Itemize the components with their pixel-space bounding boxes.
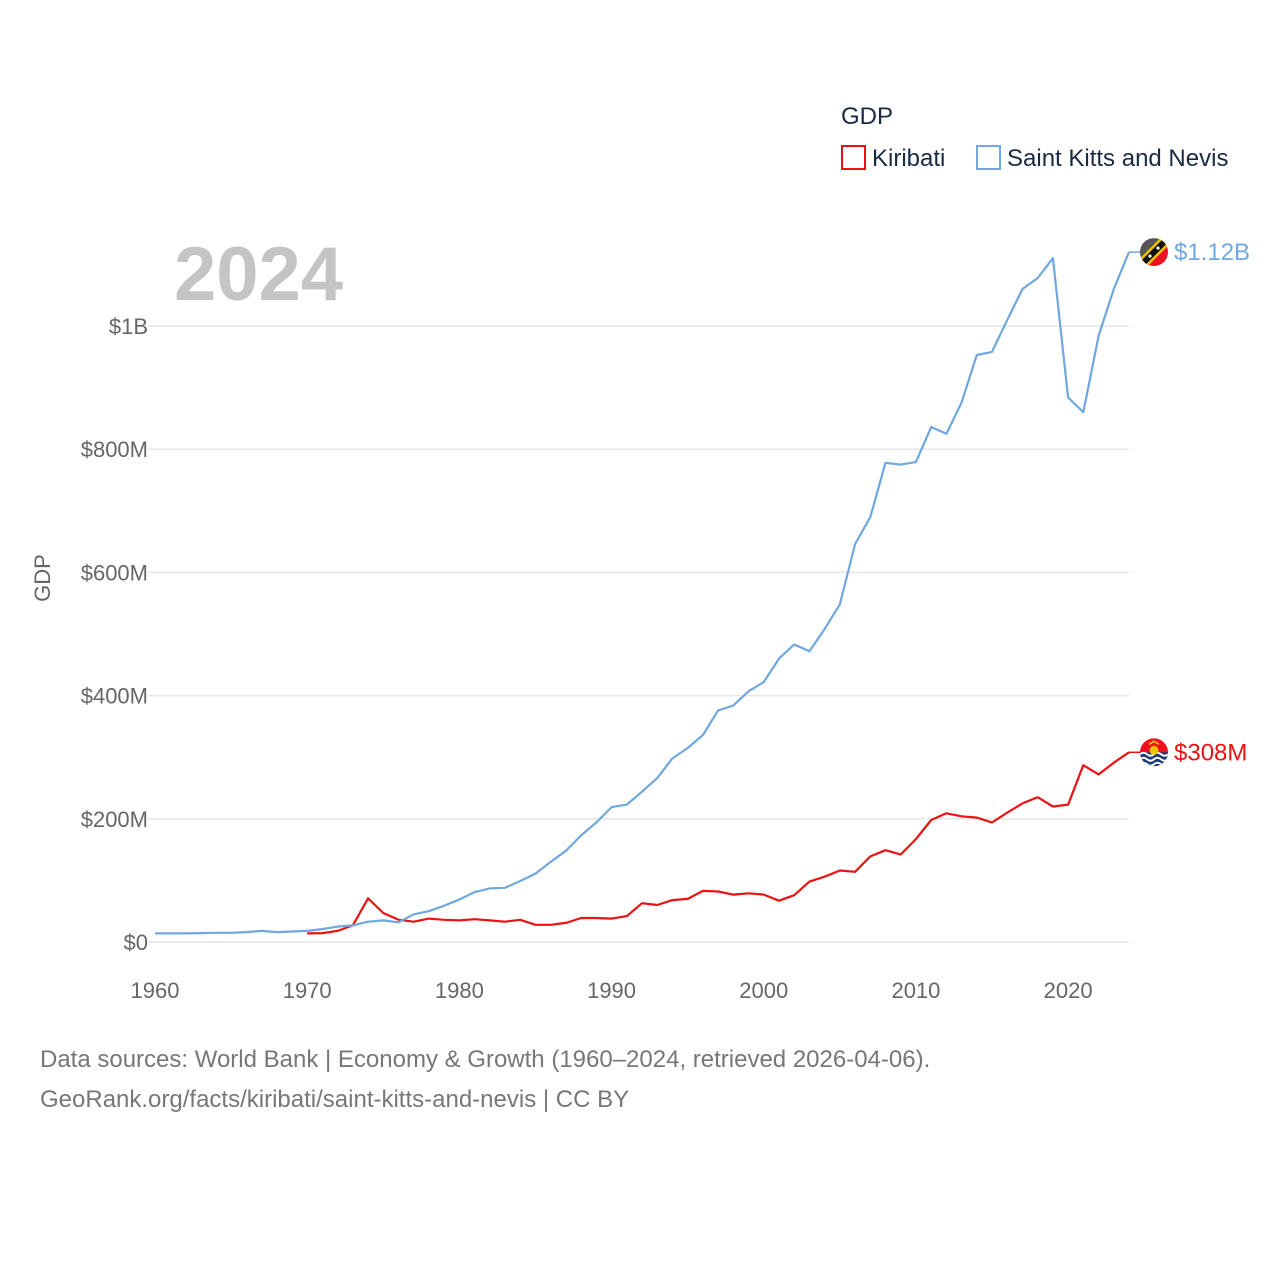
series-lines (155, 251, 1141, 935)
saint-kitts-flag-icon (1140, 238, 1168, 267)
kiribati-flag-icon (1140, 738, 1168, 767)
gdp-line-chart: GDP Kiribati Saint Kitts and Nevis 2024 … (30, 103, 1250, 1003)
x-tick-label: 2020 (1044, 978, 1093, 1003)
y-tick-label: $600M (81, 560, 148, 585)
legend-swatch-saint-kitts (976, 145, 1001, 170)
gridlines (148, 325, 1129, 943)
legend-item-saint-kitts[interactable]: Saint Kitts and Nevis (976, 145, 1228, 172)
end-label-saint-kitts: $1.12B (1174, 239, 1250, 266)
footer-link[interactable]: GeoRank.org/facts/kiribati/saint-kitts-a… (40, 1086, 630, 1113)
legend-title: GDP (841, 103, 893, 130)
footer-source: Data sources: World Bank | Economy & Gro… (40, 1046, 931, 1073)
y-axis-label: GDP (30, 554, 55, 602)
x-axis-ticks: 1960 1970 1980 1990 2000 2010 2020 (131, 978, 1093, 1003)
x-tick-label: 1980 (435, 978, 484, 1003)
x-tick-label: 1990 (587, 978, 636, 1003)
legend-label-saint-kitts: Saint Kitts and Nevis (1007, 145, 1228, 172)
x-tick-label: 2010 (891, 978, 940, 1003)
y-tick-label: $0 (124, 930, 148, 955)
legend-item-kiribati[interactable]: Kiribati (841, 145, 945, 172)
legend-swatch-kiribati (841, 145, 866, 170)
x-tick-label: 2000 (739, 978, 788, 1003)
y-axis-ticks: $0 $200M $400M $600M $800M $1B (81, 314, 148, 955)
series-line-saint-kitts-and-nevis[interactable] (155, 251, 1131, 935)
series-line-kiribati[interactable] (307, 751, 1130, 935)
footer: Data sources: World Bank | Economy & Gro… (40, 1040, 930, 1120)
year-label: 2024 (174, 232, 343, 317)
x-tick-label: 1970 (283, 978, 332, 1003)
y-tick-label: $1B (109, 314, 148, 339)
end-label-kiribati: $308M (1174, 739, 1247, 766)
y-tick-label: $800M (81, 437, 148, 462)
y-tick-label: $400M (81, 684, 148, 709)
y-tick-label: $200M (81, 807, 148, 832)
legend-label-kiribati: Kiribati (872, 145, 945, 172)
x-tick-label: 1960 (131, 978, 180, 1003)
